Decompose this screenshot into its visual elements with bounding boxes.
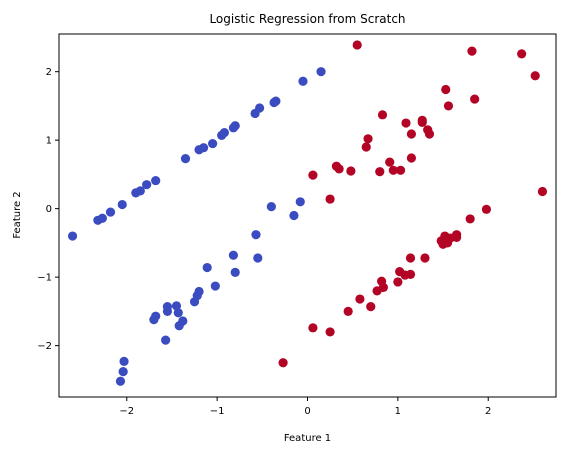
data-point-class-1: [405, 253, 416, 263]
data-point-class-0: [162, 306, 173, 316]
data-point-class-1: [343, 306, 353, 316]
y-tick-label: −2: [37, 341, 52, 352]
data-point-class-0: [266, 201, 276, 212]
data-point-class-0: [180, 154, 191, 164]
data-point-class-0: [97, 213, 107, 223]
data-point-class-1: [443, 101, 454, 111]
data-point-class-0: [119, 356, 129, 366]
data-point-class-1: [352, 40, 362, 50]
data-point-class-0: [161, 335, 171, 345]
data-point-class-0: [271, 96, 281, 106]
data-point-class-0: [255, 103, 265, 113]
data-point-class-1: [325, 327, 335, 337]
data-point-class-1: [395, 165, 406, 175]
data-point-class-0: [189, 297, 200, 307]
data-point-class-1: [465, 214, 475, 224]
data-point-class-1: [355, 294, 365, 304]
data-point-class-0: [174, 321, 184, 331]
data-point-class-1: [417, 117, 427, 127]
data-point-class-0: [202, 262, 212, 273]
data-point-class-0: [295, 197, 305, 207]
data-point-class-1: [470, 94, 480, 104]
data-point-class-1: [481, 204, 492, 214]
data-point-class-1: [393, 277, 403, 287]
data-point-class-1: [363, 134, 373, 144]
data-point-class-1: [375, 167, 385, 177]
data-point-class-0: [105, 207, 116, 217]
data-point-class-1: [388, 165, 398, 175]
x-tick-label: 2: [485, 406, 491, 417]
data-point-class-1: [441, 84, 451, 95]
x-tick-label: 0: [304, 406, 310, 417]
x-tick-label: 1: [395, 406, 401, 417]
data-point-class-1: [406, 153, 417, 163]
data-point-class-0: [198, 143, 209, 153]
x-tick-label: −2: [119, 406, 134, 417]
y-tick-label: 2: [46, 67, 52, 78]
data-point-class-0: [117, 199, 127, 210]
data-point-class-0: [253, 253, 263, 263]
plot-frame: [58, 33, 557, 398]
data-point-class-1: [517, 49, 527, 59]
data-point-class-1: [424, 129, 435, 139]
y-tick-label: −1: [37, 273, 52, 284]
data-point-class-0: [135, 186, 145, 196]
data-point-class-0: [210, 281, 220, 291]
x-tick-label: −1: [210, 406, 225, 417]
data-point-class-1: [366, 301, 376, 312]
data-point-class-0: [298, 76, 308, 86]
data-point-class-0: [149, 315, 159, 325]
data-point-class-1: [325, 194, 335, 204]
data-point-class-1: [308, 170, 318, 180]
data-point-class-0: [142, 180, 152, 190]
data-point-class-0: [230, 121, 240, 131]
data-point-class-1: [537, 186, 548, 197]
data-point-class-0: [115, 376, 126, 386]
data-points: [67, 40, 548, 386]
x-axis-label: Feature 1: [284, 433, 331, 444]
data-point-class-1: [385, 157, 395, 167]
data-point-class-1: [278, 358, 288, 368]
data-point-class-1: [361, 142, 371, 152]
y-tick-label: 1: [46, 136, 52, 147]
data-point-class-0: [173, 308, 183, 318]
chart-title: Logistic Regression from Scratch: [209, 12, 405, 26]
y-tick-label: 0: [46, 204, 52, 215]
data-point-class-1: [438, 239, 448, 249]
data-point-class-0: [219, 128, 229, 138]
data-point-class-1: [308, 323, 318, 333]
x-axis: −2 −1 0 1 2: [119, 397, 491, 417]
data-point-class-0: [289, 210, 299, 221]
data-point-class-0: [230, 267, 240, 277]
data-point-class-1: [346, 166, 356, 176]
data-point-class-1: [334, 164, 344, 174]
data-point-class-1: [401, 118, 411, 128]
data-point-class-1: [530, 71, 540, 81]
data-point-class-0: [118, 367, 128, 377]
y-axis-label: Feature 2: [12, 191, 23, 238]
data-point-class-1: [452, 232, 462, 243]
data-point-class-0: [208, 138, 218, 149]
data-point-class-0: [67, 231, 78, 241]
data-point-class-1: [405, 269, 416, 280]
y-axis: −2 −1 0 1 2: [37, 67, 59, 352]
data-point-class-1: [420, 253, 430, 263]
data-point-class-1: [467, 46, 477, 56]
data-point-class-0: [228, 250, 239, 260]
data-point-class-0: [316, 67, 326, 77]
data-point-class-1: [377, 110, 388, 120]
data-point-class-0: [251, 230, 261, 240]
data-point-class-0: [151, 175, 161, 186]
data-point-class-1: [406, 129, 417, 139]
data-point-class-1: [372, 286, 382, 296]
